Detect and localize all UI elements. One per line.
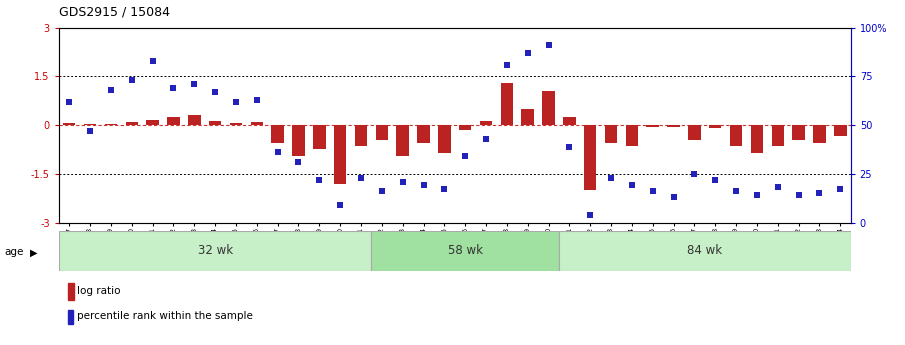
Bar — [500, 83, 513, 125]
Bar — [584, 125, 596, 190]
Point — [708, 177, 722, 183]
Point — [291, 159, 306, 165]
Bar — [605, 125, 617, 143]
Point — [271, 150, 285, 155]
Point — [229, 99, 243, 105]
Point — [604, 175, 618, 180]
Bar — [68, 310, 72, 324]
Text: 32 wk: 32 wk — [197, 245, 233, 257]
Point — [312, 177, 327, 183]
Bar — [251, 122, 263, 125]
Point — [562, 144, 576, 149]
Text: log ratio: log ratio — [77, 286, 120, 296]
Bar — [147, 120, 159, 125]
Point — [833, 187, 847, 192]
Bar — [667, 125, 680, 127]
Text: GDS2915 / 15084: GDS2915 / 15084 — [59, 5, 170, 18]
Point — [395, 179, 410, 184]
Point — [624, 183, 639, 188]
Point — [437, 187, 452, 192]
Bar — [105, 124, 117, 125]
Text: 84 wk: 84 wk — [687, 245, 722, 257]
Bar — [814, 125, 825, 143]
Bar — [459, 125, 472, 130]
Bar — [292, 125, 305, 156]
Point — [645, 189, 660, 194]
Point — [687, 171, 701, 177]
Bar — [625, 125, 638, 146]
Point — [541, 42, 556, 48]
Text: ▶: ▶ — [30, 248, 37, 257]
Bar — [376, 125, 388, 140]
Bar — [563, 117, 576, 125]
Bar — [417, 125, 430, 143]
Bar — [542, 91, 555, 125]
Text: percentile rank within the sample: percentile rank within the sample — [77, 311, 252, 321]
Bar — [84, 124, 96, 125]
Bar — [209, 121, 222, 125]
Bar — [480, 121, 492, 125]
Bar — [793, 125, 805, 140]
Bar — [771, 125, 784, 146]
Point — [62, 99, 77, 105]
Bar — [396, 125, 409, 156]
Point — [416, 183, 431, 188]
Point — [208, 89, 223, 95]
Bar — [438, 125, 451, 153]
Point — [770, 185, 785, 190]
Point — [729, 189, 743, 194]
Bar — [834, 125, 846, 136]
Bar — [68, 283, 74, 300]
Bar — [272, 125, 284, 143]
Text: age: age — [5, 247, 24, 257]
Bar — [729, 125, 742, 146]
Point — [520, 50, 535, 56]
Bar — [59, 231, 371, 271]
Bar — [559, 231, 851, 271]
Bar — [688, 125, 700, 140]
Point — [125, 78, 139, 83]
Point — [146, 58, 160, 63]
Point — [458, 154, 472, 159]
Bar — [167, 117, 180, 125]
Point — [583, 212, 597, 217]
Point — [375, 189, 389, 194]
Point — [500, 62, 514, 67]
Point — [250, 97, 264, 102]
Bar — [709, 125, 721, 128]
Point — [749, 193, 764, 198]
Point — [333, 202, 348, 208]
Point — [104, 87, 119, 93]
Bar — [188, 115, 201, 125]
Point — [167, 85, 181, 91]
Bar — [313, 125, 326, 149]
Bar — [126, 122, 138, 125]
Point — [187, 81, 202, 87]
Bar — [750, 125, 763, 153]
Text: 58 wk: 58 wk — [448, 245, 482, 257]
Bar — [646, 125, 659, 127]
Point — [479, 136, 493, 141]
Point — [812, 190, 826, 196]
Bar — [521, 109, 534, 125]
Point — [83, 128, 98, 134]
Point — [666, 195, 681, 200]
Point — [791, 193, 805, 198]
Bar — [334, 125, 347, 184]
Bar — [230, 123, 243, 125]
Bar — [355, 125, 367, 146]
Bar — [371, 231, 559, 271]
Bar — [63, 124, 75, 125]
Point — [354, 175, 368, 180]
